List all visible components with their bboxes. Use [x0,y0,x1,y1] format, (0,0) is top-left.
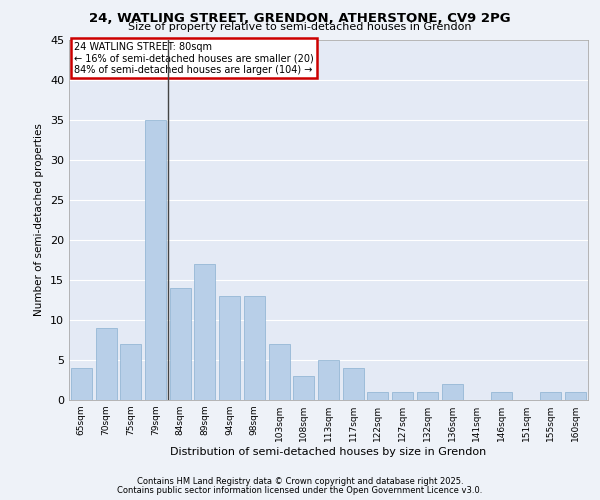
Text: Contains HM Land Registry data © Crown copyright and database right 2025.: Contains HM Land Registry data © Crown c… [137,477,463,486]
Bar [145,120,166,400]
Bar [565,392,586,400]
Text: 24 WATLING STREET: 80sqm
← 16% of semi-detached houses are smaller (20)
84% of s: 24 WATLING STREET: 80sqm ← 16% of semi-d… [74,42,314,75]
Bar [343,368,364,400]
Bar [244,296,265,400]
Bar [293,376,314,400]
Bar [367,392,388,400]
Bar [170,288,191,400]
Bar [269,344,290,400]
Bar [318,360,339,400]
Bar [95,328,116,400]
Bar [442,384,463,400]
Bar [194,264,215,400]
Bar [120,344,141,400]
Text: Contains public sector information licensed under the Open Government Licence v3: Contains public sector information licen… [118,486,482,495]
Bar [219,296,240,400]
Y-axis label: Number of semi-detached properties: Number of semi-detached properties [34,124,44,316]
Bar [491,392,512,400]
Text: 24, WATLING STREET, GRENDON, ATHERSTONE, CV9 2PG: 24, WATLING STREET, GRENDON, ATHERSTONE,… [89,12,511,26]
Bar [71,368,92,400]
X-axis label: Distribution of semi-detached houses by size in Grendon: Distribution of semi-detached houses by … [170,447,487,457]
Bar [417,392,438,400]
Text: Size of property relative to semi-detached houses in Grendon: Size of property relative to semi-detach… [128,22,472,32]
Bar [392,392,413,400]
Bar [541,392,562,400]
